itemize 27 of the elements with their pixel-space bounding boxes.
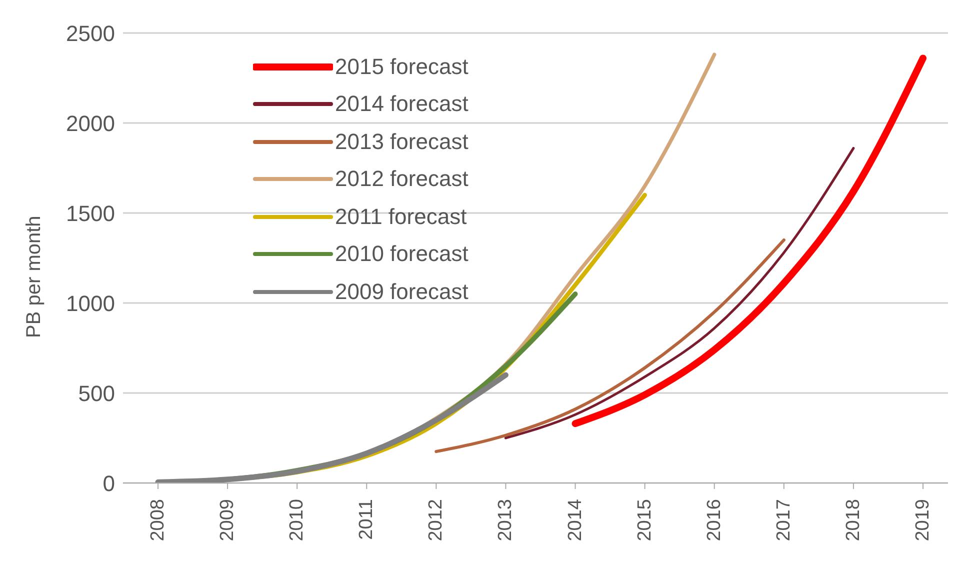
x-tick-label: 2014: [564, 498, 586, 542]
x-tick-label: 2011: [356, 499, 378, 540]
x-tick-label: 2015: [634, 499, 656, 542]
x-tick-label: 2008: [148, 499, 168, 542]
legend-label: 2015 forecast: [335, 54, 468, 80]
y-tick-label: 0: [102, 470, 115, 496]
x-tick-label: 2010: [286, 499, 308, 542]
legend-label: 2010 forecast: [335, 241, 468, 268]
legend-label: 2012 forecast: [335, 166, 468, 192]
y-tick-label: 1500: [66, 200, 115, 226]
line-series: [504, 146, 855, 440]
y-tick-label: 2500: [66, 20, 115, 46]
x-tick-label: 2018: [842, 499, 864, 542]
legend-label: 2009 forecast: [335, 278, 468, 305]
x-tick-label: 2013: [495, 499, 516, 542]
y-tick-label: 500: [78, 380, 115, 406]
legend-label: 2014 forecast: [335, 91, 468, 118]
x-tick-label: 2016: [704, 499, 725, 542]
y-axis-title: PB per month: [23, 216, 46, 338]
legend-label: 2013 forecast: [335, 128, 468, 155]
x-tick-label: 2017: [773, 499, 794, 542]
y-tick-label: 2000: [66, 110, 115, 136]
x-tick-label: 2012: [426, 499, 447, 542]
x-tick-label: 2019: [912, 499, 934, 542]
y-tick-label: 1000: [66, 290, 115, 316]
legend-label: 2011 forecast: [335, 204, 467, 230]
x-tick-label: 2009: [217, 499, 238, 542]
